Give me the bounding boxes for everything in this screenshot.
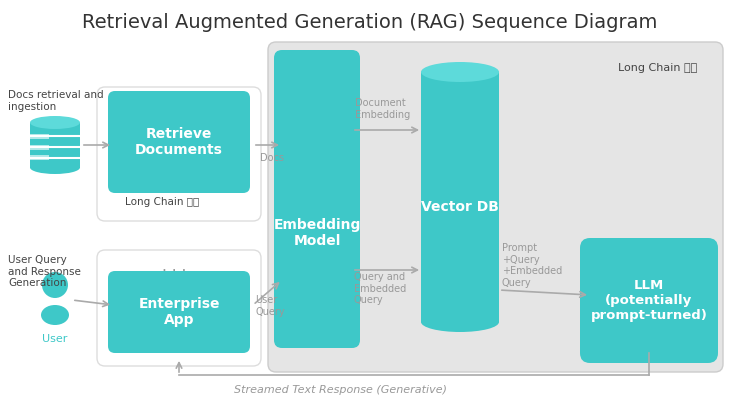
Bar (30, 134, 49, 139)
FancyBboxPatch shape (268, 42, 723, 372)
Text: Retrieve
Documents: Retrieve Documents (135, 127, 223, 157)
FancyBboxPatch shape (108, 271, 250, 353)
Ellipse shape (41, 305, 69, 325)
Text: User Query
and Response
Generation: User Query and Response Generation (8, 255, 81, 288)
Text: Query and
Embedded
Query: Query and Embedded Query (354, 272, 406, 305)
Ellipse shape (30, 161, 80, 174)
Bar (421, 72, 499, 322)
Text: Docs retrieval and
ingestion: Docs retrieval and ingestion (8, 90, 104, 111)
Ellipse shape (421, 312, 499, 332)
Circle shape (42, 272, 68, 298)
Ellipse shape (30, 116, 80, 129)
Text: Prompt
+Query
+Embedded
Query: Prompt +Query +Embedded Query (502, 243, 562, 288)
Text: Vector DB: Vector DB (421, 200, 499, 214)
Text: Streamed Text Response (Generative): Streamed Text Response (Generative) (234, 385, 446, 395)
Text: Retrieval Augmented Generation (RAG) Sequence Diagram: Retrieval Augmented Generation (RAG) Seq… (82, 12, 658, 32)
Bar (30, 155, 49, 160)
Text: Document
Embedding: Document Embedding (355, 99, 410, 120)
Text: Long Chain 🦜🔗: Long Chain 🦜🔗 (125, 197, 199, 207)
Text: Enterprise
App: Enterprise App (138, 297, 220, 327)
FancyBboxPatch shape (580, 238, 718, 363)
Text: User: User (42, 334, 67, 344)
Text: Embedding
Model: Embedding Model (273, 218, 360, 248)
Text: · · ·: · · · (162, 263, 186, 278)
Text: Docs: Docs (260, 153, 284, 163)
FancyBboxPatch shape (108, 91, 250, 193)
Bar (30, 145, 49, 150)
Ellipse shape (421, 62, 499, 82)
FancyBboxPatch shape (97, 87, 261, 221)
Text: User
Query: User Query (255, 295, 285, 317)
Text: LLM
(potentially
prompt-turned): LLM (potentially prompt-turned) (591, 279, 707, 322)
Bar (30, 122, 80, 168)
FancyBboxPatch shape (97, 250, 261, 366)
FancyBboxPatch shape (274, 50, 360, 348)
Text: Long Chain 🦜🔗: Long Chain 🦜🔗 (618, 63, 697, 73)
